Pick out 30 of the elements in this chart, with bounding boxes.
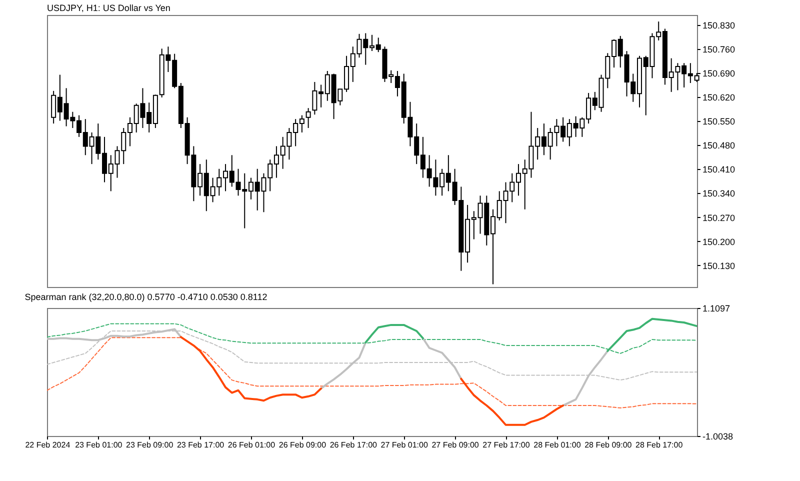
chart-title: USDJPY, H1: US Dollar vs Yen bbox=[47, 3, 170, 13]
x-tick-label: 27 Feb 01:00 bbox=[380, 440, 428, 450]
y-tick-label: 150.830 bbox=[702, 20, 736, 30]
x-tick-label: 23 Feb 01:00 bbox=[75, 440, 123, 450]
x-tick-label: 27 Feb 17:00 bbox=[482, 440, 530, 450]
x-tick-label: 28 Feb 09:00 bbox=[584, 440, 632, 450]
y-tick-label: 150.200 bbox=[702, 236, 736, 247]
y-tick-label: 150.550 bbox=[702, 116, 736, 127]
x-tick-label: 26 Feb 01:00 bbox=[228, 440, 276, 450]
x-tick-label: 28 Feb 01:00 bbox=[534, 440, 582, 450]
line-series bbox=[47, 337, 697, 408]
y-tick-label: 150.130 bbox=[702, 260, 736, 271]
y-tick-label: -1.0038 bbox=[702, 432, 734, 442]
y-tick-label: 150.760 bbox=[702, 44, 736, 54]
x-tick-label: 23 Feb 09:00 bbox=[126, 440, 174, 450]
x-tick-label: 28 Feb 17:00 bbox=[636, 440, 684, 450]
y-tick-label: 150.340 bbox=[702, 188, 736, 199]
y-tick-label: 150.620 bbox=[702, 92, 736, 103]
x-tick-label: 26 Feb 09:00 bbox=[278, 440, 327, 450]
y-tick-label: 150.270 bbox=[702, 212, 736, 223]
y-tick-label: 150.410 bbox=[702, 164, 736, 175]
chart-title: Spearman rank (32,20.0,80.0) 0.5770 -0.4710 0.0530 0.8112 bbox=[24, 292, 268, 302]
x-tick-label: 23 Feb 17:00 bbox=[176, 440, 225, 450]
candlestick bbox=[306, 108, 311, 128]
y-tick-label: 1.1097 bbox=[702, 304, 730, 314]
x-tick-label: 27 Feb 09:00 bbox=[432, 440, 480, 450]
x-tick-label: 26 Feb 17:00 bbox=[330, 440, 378, 450]
y-tick-label: 150.690 bbox=[702, 68, 736, 79]
y-tick-label: 150.480 bbox=[702, 140, 736, 151]
x-tick-label: 22 Feb 2024 bbox=[25, 440, 71, 450]
